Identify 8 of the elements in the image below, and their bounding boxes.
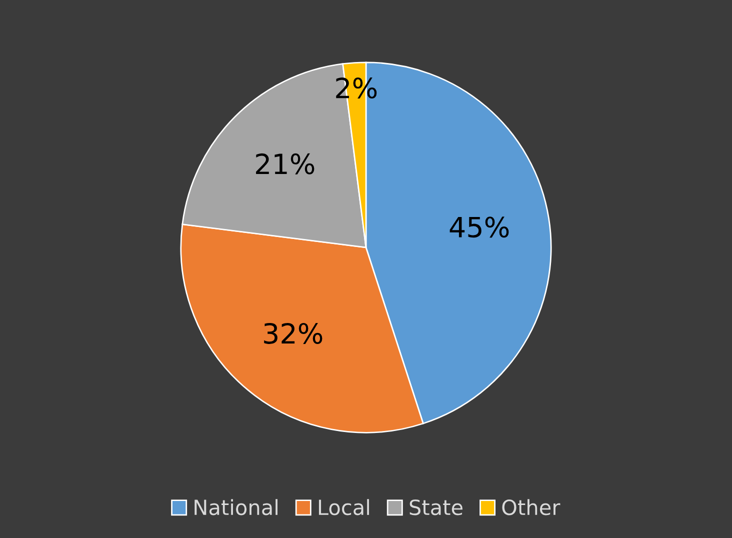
data-label: 45% (450, 216, 509, 238)
data-label: 32% (264, 322, 322, 344)
legend-label: State (410, 499, 462, 516)
legend-label: Local (318, 499, 369, 516)
data-label: 21% (256, 153, 314, 174)
legend-label: Other (502, 499, 560, 516)
data-label: 2% (336, 78, 377, 99)
legend-label: National (194, 499, 278, 516)
